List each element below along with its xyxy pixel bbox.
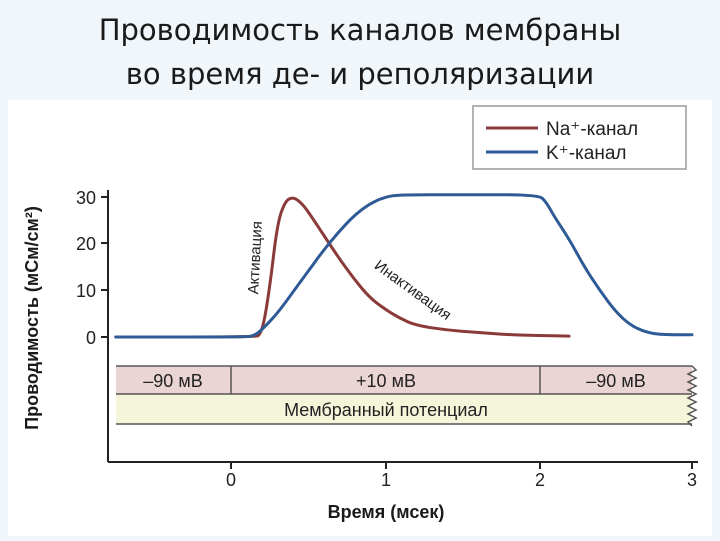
y-tick-20: 20 bbox=[76, 234, 108, 254]
potential-segment-3: –90 мВ bbox=[586, 371, 645, 391]
title-line-1: Проводимость каналов мембраны bbox=[98, 13, 622, 47]
annotation-activation: Активация bbox=[245, 221, 266, 295]
potential-label-row bbox=[116, 394, 692, 424]
series-line-na-channel bbox=[114, 196, 571, 339]
x-tick-label-3: 3 bbox=[687, 470, 697, 490]
x-tick-label-2: 2 bbox=[535, 470, 545, 490]
potential-values-row bbox=[116, 366, 692, 394]
potential-segment-2: +10 мВ bbox=[356, 371, 416, 391]
x-axis-label: Время (мсек) bbox=[328, 502, 445, 522]
chart-figure: Na⁺-канал K⁺-канал Проводимость (мСм/см²… bbox=[8, 100, 712, 536]
band-break-mark bbox=[686, 365, 698, 427]
chart-legend: Na⁺-канал K⁺-канал bbox=[472, 105, 687, 170]
membrane-potential-label: Мембранный потенциал bbox=[284, 400, 488, 420]
membrane-potential-band: –90 мВ +10 мВ –90 мВ Мембранный потенциа… bbox=[116, 365, 698, 427]
y-axis-label: Проводимость (мСм/см²) bbox=[22, 206, 42, 430]
y-tick-label-20: 20 bbox=[76, 234, 96, 254]
y-tick-label-30: 30 bbox=[76, 188, 96, 208]
y-tick-30: 30 bbox=[76, 188, 108, 208]
y-tick-0: 0 bbox=[86, 328, 108, 348]
annotation-inactivation: Инактивация bbox=[371, 257, 454, 324]
x-tick-1: 1 bbox=[381, 462, 391, 490]
potential-segment-1: –90 мВ bbox=[143, 371, 202, 391]
legend-label-k: K⁺-канал bbox=[546, 143, 626, 164]
y-tick-10: 10 bbox=[76, 281, 108, 301]
legend-box bbox=[472, 105, 687, 170]
x-tick-3: 3 bbox=[687, 462, 697, 490]
x-tick-label-0: 0 bbox=[226, 470, 236, 490]
series-line-k-channel bbox=[114, 193, 694, 339]
slide-title: Проводимость каналов мембраны во время д… bbox=[0, 8, 720, 96]
y-tick-label-0: 0 bbox=[86, 328, 96, 348]
legend-label-na: Na⁺-канал bbox=[546, 119, 638, 140]
x-tick-0: 0 bbox=[226, 462, 236, 490]
x-tick-2: 2 bbox=[535, 462, 545, 490]
x-tick-label-1: 1 bbox=[381, 470, 391, 490]
title-line-2: во время де- и реполяризации bbox=[125, 57, 595, 91]
chart-svg: Na⁺-канал K⁺-канал Проводимость (мСм/см²… bbox=[22, 105, 698, 522]
y-tick-label-10: 10 bbox=[76, 281, 96, 301]
